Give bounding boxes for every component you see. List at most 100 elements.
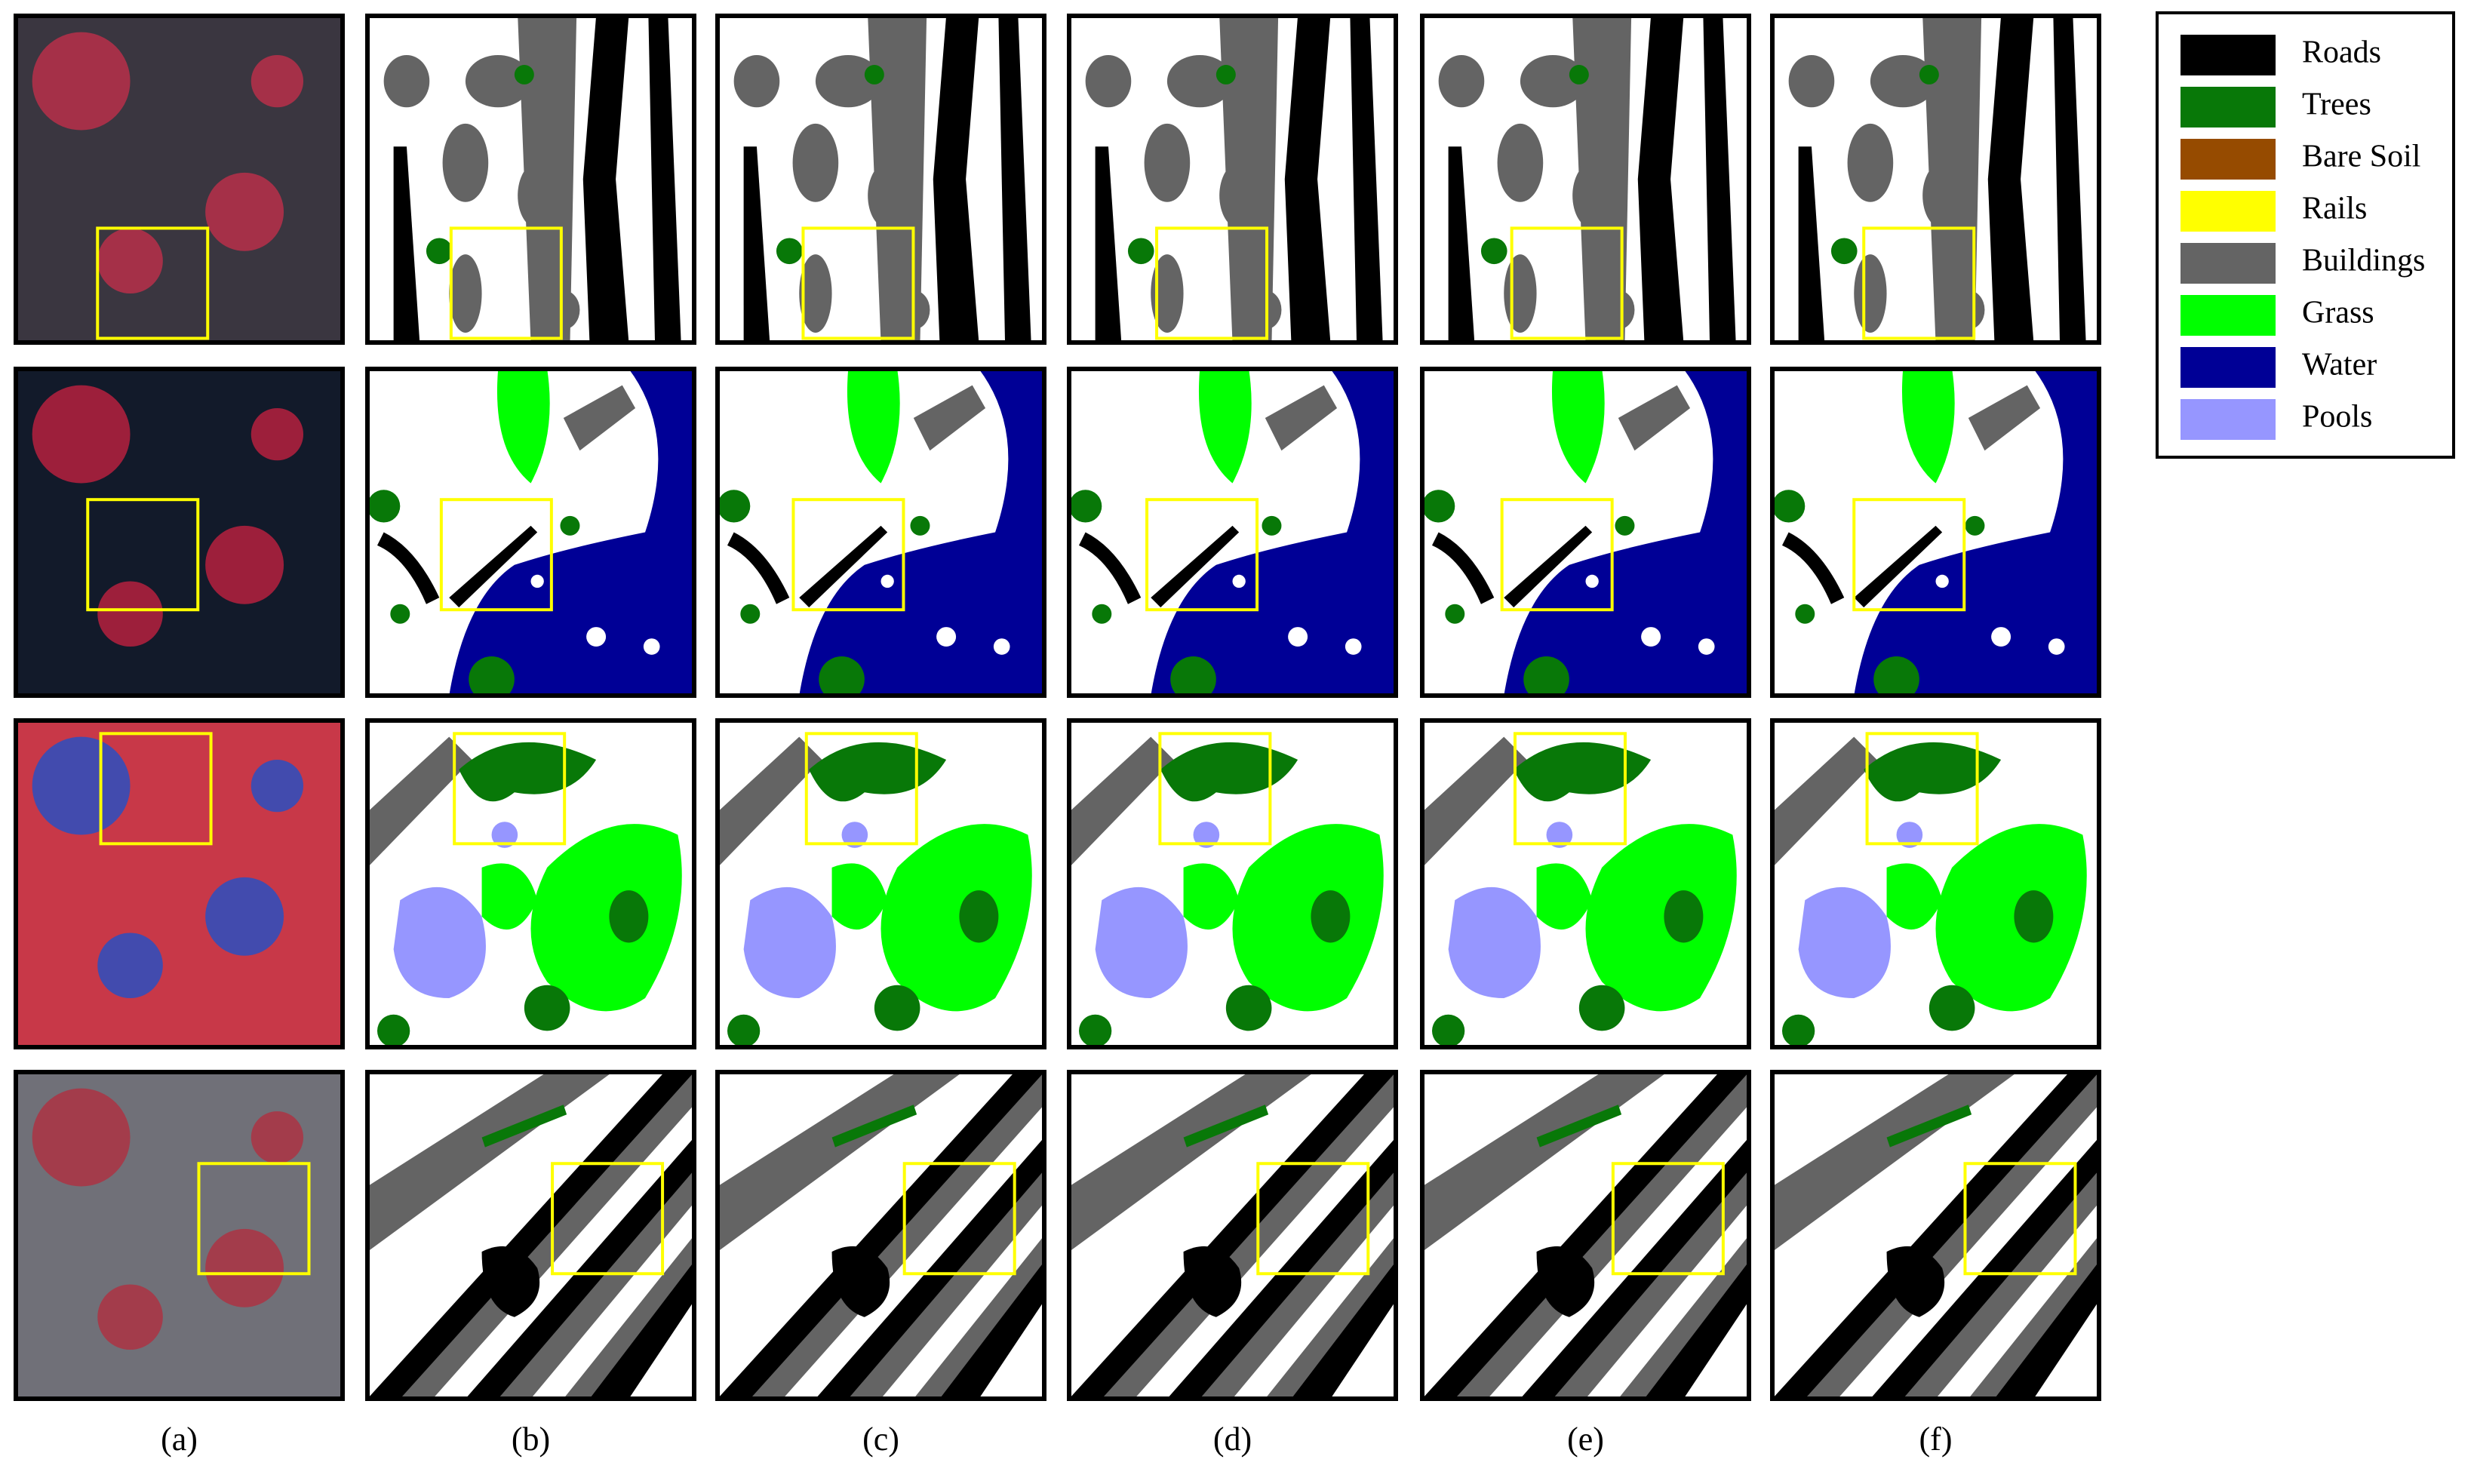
panel-border xyxy=(1770,718,2101,1049)
stripe xyxy=(815,1137,1044,1399)
roads xyxy=(799,525,888,608)
panel xyxy=(367,720,694,1047)
panel-border xyxy=(1067,1070,1398,1401)
roads xyxy=(449,525,538,608)
land xyxy=(367,369,659,696)
roads xyxy=(393,146,420,343)
legend-label: Grass xyxy=(2302,296,2374,330)
highlight-box xyxy=(86,498,200,612)
island xyxy=(643,638,660,655)
panel xyxy=(1772,369,2099,696)
grass xyxy=(847,369,900,484)
island xyxy=(1288,627,1308,647)
panel xyxy=(1422,1072,1749,1399)
tree xyxy=(819,656,865,696)
pool xyxy=(1546,822,1573,848)
tree xyxy=(560,515,580,536)
panel xyxy=(16,16,343,343)
stripe xyxy=(1772,1072,2018,1252)
panel xyxy=(1422,720,1749,1047)
panel-border xyxy=(715,718,1046,1049)
column-label: (d) xyxy=(1213,1421,1252,1458)
island xyxy=(1641,627,1661,647)
roads xyxy=(582,16,629,343)
roads xyxy=(481,1246,540,1317)
grass xyxy=(496,369,550,484)
roads xyxy=(2053,16,2086,343)
stripe xyxy=(1553,1169,1749,1399)
land xyxy=(718,369,1009,696)
legend-swatch xyxy=(2181,399,2276,440)
building xyxy=(1772,736,1877,868)
roads xyxy=(1448,146,1475,343)
panel-border xyxy=(365,367,696,698)
panel-border xyxy=(1770,367,2101,698)
grass xyxy=(831,863,888,930)
highlight-box xyxy=(1145,498,1259,612)
island xyxy=(1232,574,1246,588)
roads xyxy=(831,1246,890,1317)
panel-border xyxy=(1067,718,1398,1049)
land xyxy=(1422,369,1713,696)
highlight-box xyxy=(1862,226,1976,340)
tree xyxy=(1772,490,1806,523)
roads xyxy=(1095,146,1122,343)
building xyxy=(799,254,832,333)
building xyxy=(913,385,986,451)
building xyxy=(383,54,430,108)
tree xyxy=(1078,1014,1112,1047)
trees xyxy=(1514,742,1652,802)
stripe xyxy=(1837,1105,2099,1399)
tree xyxy=(1965,515,1985,536)
roads xyxy=(1703,16,1736,343)
tree xyxy=(390,604,410,624)
building xyxy=(1870,54,1936,108)
roads xyxy=(376,532,440,604)
photo-patch xyxy=(250,1111,304,1164)
island xyxy=(1991,627,2011,647)
building xyxy=(1968,385,2041,451)
panel-border xyxy=(715,14,1046,345)
building xyxy=(1497,123,1544,202)
photo-patch xyxy=(250,407,304,461)
stripe xyxy=(465,1137,694,1399)
grass xyxy=(1901,369,1955,484)
pool xyxy=(491,822,518,848)
land xyxy=(1069,369,1360,696)
tree xyxy=(1311,890,1351,943)
stripe xyxy=(1069,1072,1314,1252)
panel xyxy=(718,16,1044,343)
highlight-box xyxy=(197,1162,311,1276)
roads xyxy=(1536,1246,1595,1317)
island xyxy=(530,574,544,588)
grass xyxy=(1551,369,1605,484)
grass xyxy=(1935,824,2087,1012)
roads xyxy=(727,532,790,604)
building xyxy=(1151,254,1184,333)
column-label: (c) xyxy=(862,1421,899,1458)
highlight-box xyxy=(1963,1162,2077,1276)
legend-swatch xyxy=(2181,243,2276,284)
tree xyxy=(1928,985,1975,1031)
panel xyxy=(367,16,694,343)
panel xyxy=(1772,720,2099,1047)
buildings xyxy=(1219,16,1279,343)
roads xyxy=(648,16,681,343)
roads xyxy=(1183,1246,1242,1317)
roads xyxy=(1637,16,1684,343)
buildings xyxy=(1572,16,1632,343)
trees xyxy=(459,742,597,802)
photo-patch xyxy=(32,385,131,484)
stripe xyxy=(1134,1105,1396,1399)
tree xyxy=(1092,604,1112,624)
legend-swatch xyxy=(2181,139,2276,180)
panel xyxy=(1069,369,1396,696)
stripe xyxy=(1487,1105,1749,1399)
panel xyxy=(367,1072,694,1399)
grass xyxy=(1585,824,1737,1012)
highlight-box xyxy=(1852,498,1966,612)
tree xyxy=(1781,1014,1815,1047)
roads xyxy=(1854,525,1943,608)
legend-label: Pools xyxy=(2302,400,2372,435)
